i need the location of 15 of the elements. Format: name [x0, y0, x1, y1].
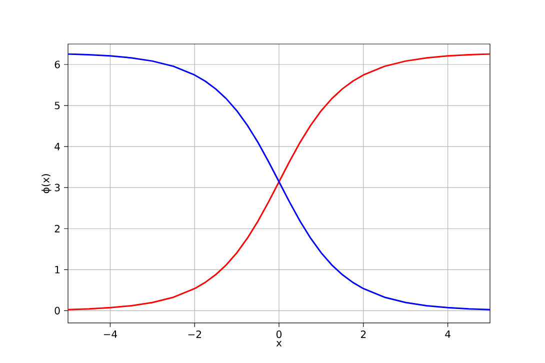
- y-tick-label: 4: [54, 142, 60, 150]
- x-axis-title: x: [276, 340, 282, 346]
- x-tick-label: 2: [360, 330, 366, 338]
- y-tick-label: 3: [54, 184, 60, 192]
- y-tick-label: 6: [54, 60, 60, 68]
- y-tick-label: 5: [54, 102, 60, 110]
- line-series: [68, 53, 490, 310]
- x-tick-label: −4: [104, 330, 118, 338]
- y-tick-label: 0: [54, 306, 60, 314]
- x-tick-label: 4: [445, 330, 450, 338]
- x-tick-label: −2: [188, 330, 201, 338]
- x-tick-label: 0: [276, 330, 282, 338]
- y-axis-title: ϕ(x): [42, 174, 52, 194]
- y-tick-label: 1: [55, 266, 60, 274]
- y-tick-label: 2: [54, 224, 60, 232]
